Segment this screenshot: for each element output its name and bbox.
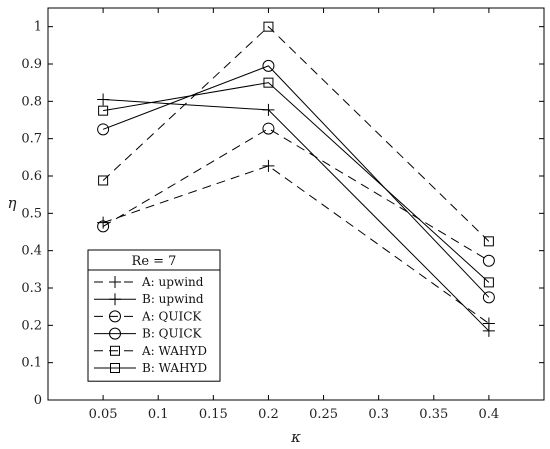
y-tick-label: 0: [34, 393, 42, 408]
y-tick-label: 0.7: [21, 132, 42, 147]
x-tick-label: 0.25: [309, 407, 338, 422]
data-point-5: [483, 277, 494, 288]
data-point-4: [483, 236, 494, 247]
series-line-2: [102, 128, 490, 262]
x-tick-label: 0.15: [199, 407, 228, 422]
y-tick-label: 0.8: [21, 94, 42, 109]
y-axis-label: η: [8, 194, 17, 212]
data-point-1: [262, 103, 275, 116]
legend-label-0: A: upwind: [141, 275, 204, 289]
data-point-5: [98, 105, 109, 116]
data-point-2: [262, 122, 275, 135]
legend-label-5: B: WAHYD: [142, 361, 207, 375]
series-line-3: [102, 65, 490, 298]
y-tick-label: 0.5: [21, 206, 42, 221]
data-point-4: [98, 175, 109, 186]
data-point-5: [263, 77, 274, 88]
legend-marker-2: [109, 310, 121, 323]
legend-marker-3: [109, 327, 121, 340]
legend-label-2: A: QUICK: [141, 309, 202, 323]
y-tick-label: 0.9: [21, 57, 42, 72]
plot-area-frame: [47, 7, 545, 401]
legend-marker-4: [110, 345, 120, 356]
legend-marker-5: [110, 363, 120, 373]
data-point-2: [97, 220, 110, 233]
y-tick-label: 0.3: [21, 281, 42, 296]
data-point-0: [262, 159, 275, 172]
y-tick-label: 0.2: [21, 318, 42, 333]
legend-label-3: B: QUICK: [142, 327, 203, 341]
legend-label-1: B: upwind: [142, 292, 204, 306]
data-point-2: [482, 254, 495, 267]
x-axis-label: κ: [290, 428, 301, 446]
data-point-1: [482, 324, 495, 337]
data-point-3: [262, 59, 275, 72]
data-point-1: [97, 93, 110, 106]
legend-title: Re = 7: [132, 254, 177, 269]
y-tick-label: 0.1: [21, 356, 42, 371]
data-point-3: [97, 123, 110, 136]
y-tick-label: 1: [34, 20, 42, 35]
data-point-4: [263, 21, 274, 32]
x-tick-label: 0.35: [419, 407, 448, 422]
x-tick-label: 0.1: [148, 407, 169, 422]
legend-marker-1: [109, 293, 121, 306]
data-point-3: [482, 291, 495, 304]
y-tick-label: 0.4: [21, 244, 42, 259]
x-tick-label: 0.2: [258, 407, 279, 422]
legend-marker-0: [109, 276, 121, 288]
x-tick-label: 0.3: [368, 407, 389, 422]
series-line-5: [103, 82, 490, 283]
series-line-4: [102, 25, 490, 242]
y-tick-label: 0.6: [21, 169, 42, 184]
x-tick-label: 0.05: [89, 407, 118, 422]
x-tick-label: 0.4: [479, 407, 500, 422]
legend-label-4: A: WAHYD: [141, 344, 207, 358]
